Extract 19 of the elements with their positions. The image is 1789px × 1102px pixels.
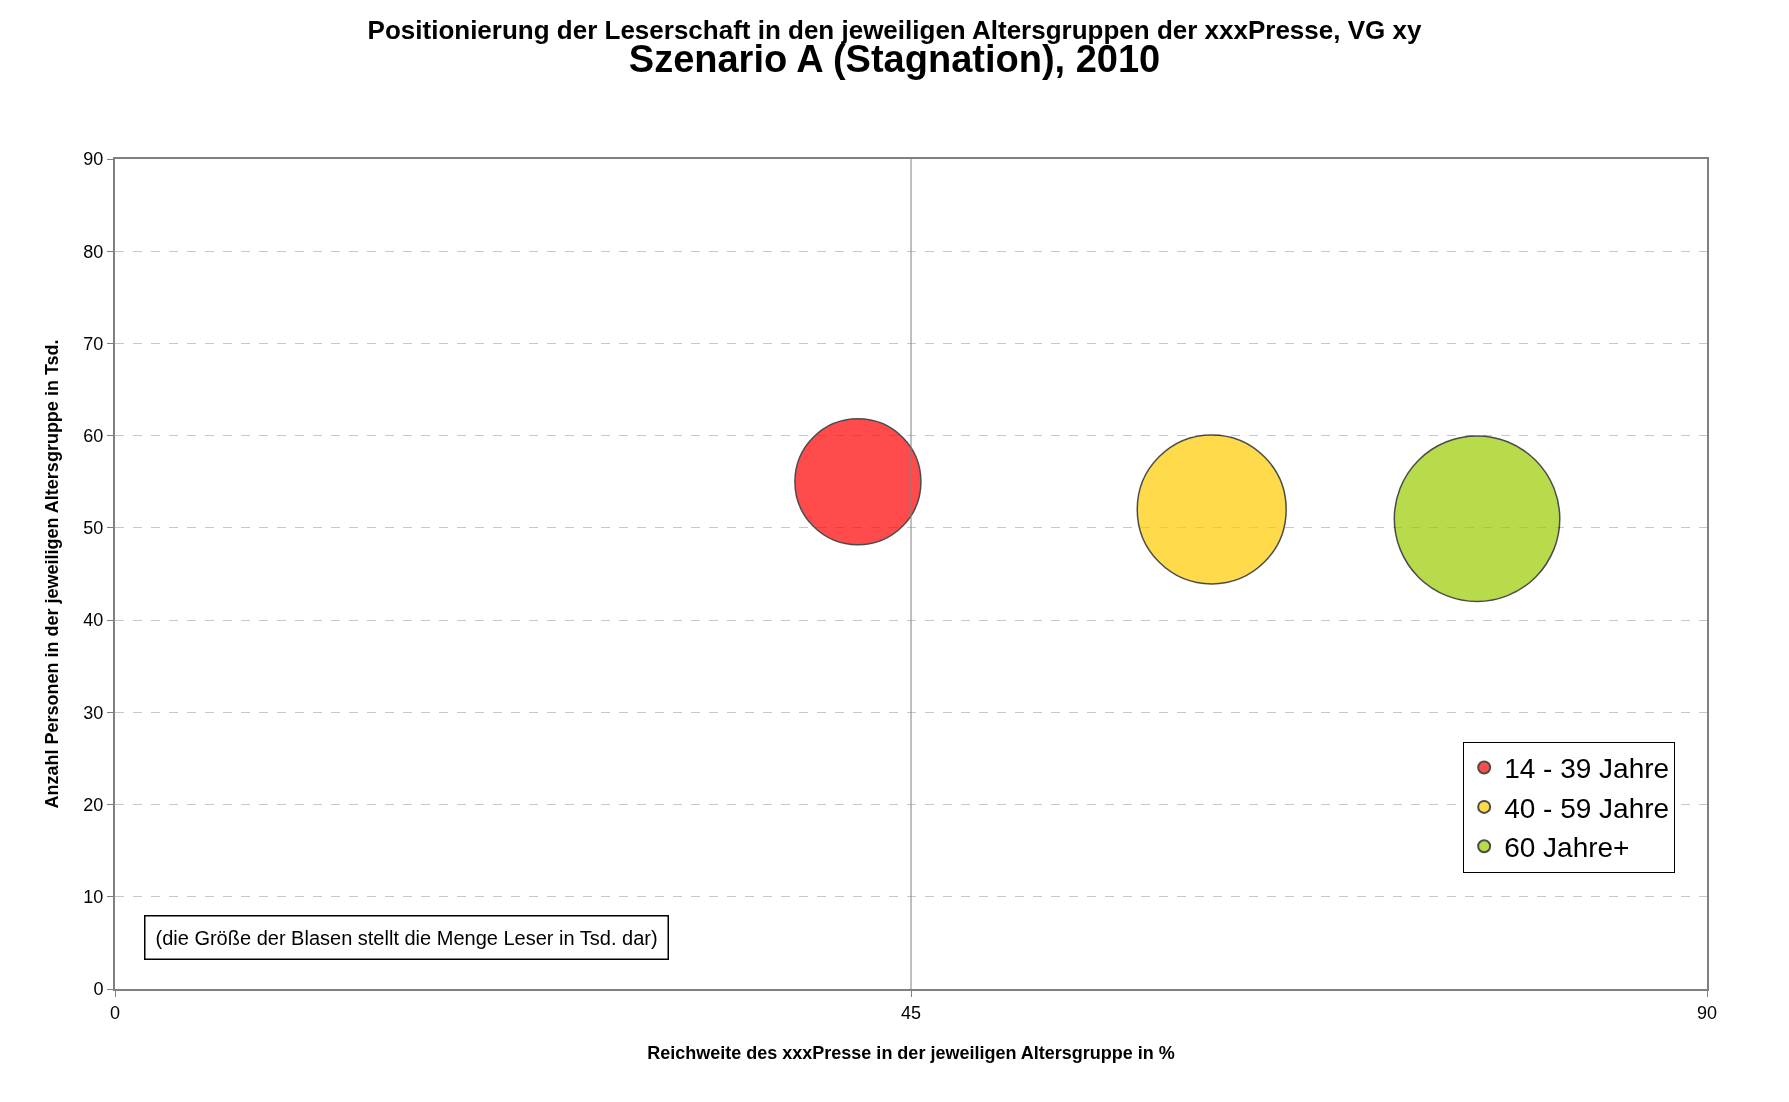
- y-tick-label: 90: [83, 149, 104, 170]
- x-axis-title: Reichweite des xxxPresse in der jeweiligen Altersgruppe in %: [647, 1043, 1175, 1064]
- y-tick-label: 80: [83, 241, 104, 262]
- y-tick-label: 40: [83, 610, 104, 631]
- x-tick-label: 45: [900, 1002, 922, 1023]
- annotation: (die Größe der Blasen stellt die Menge Leser in Tsd. dar): [155, 926, 658, 949]
- y-tick-label: 60: [83, 425, 104, 446]
- y-tick-label: 70: [83, 333, 104, 354]
- y-axis-title: Anzahl Personen in der jeweiligen Altersgruppe in Tsd.: [42, 339, 63, 809]
- y-tick-label: 0: [93, 979, 104, 1000]
- x-tick-label: 90: [1696, 1002, 1718, 1023]
- legend-label: 40 - 59 Jahre: [1504, 792, 1670, 824]
- y-tick-label: 10: [83, 887, 104, 908]
- y-tick-label: 50: [83, 518, 104, 539]
- y-tick-label: 30: [83, 702, 104, 723]
- x-tick-label: 0: [109, 1002, 121, 1023]
- y-tick-label: 20: [83, 794, 104, 815]
- legend-label: 60 Jahre+: [1504, 832, 1630, 864]
- legend-label: 14 - 39 Jahre: [1504, 753, 1670, 785]
